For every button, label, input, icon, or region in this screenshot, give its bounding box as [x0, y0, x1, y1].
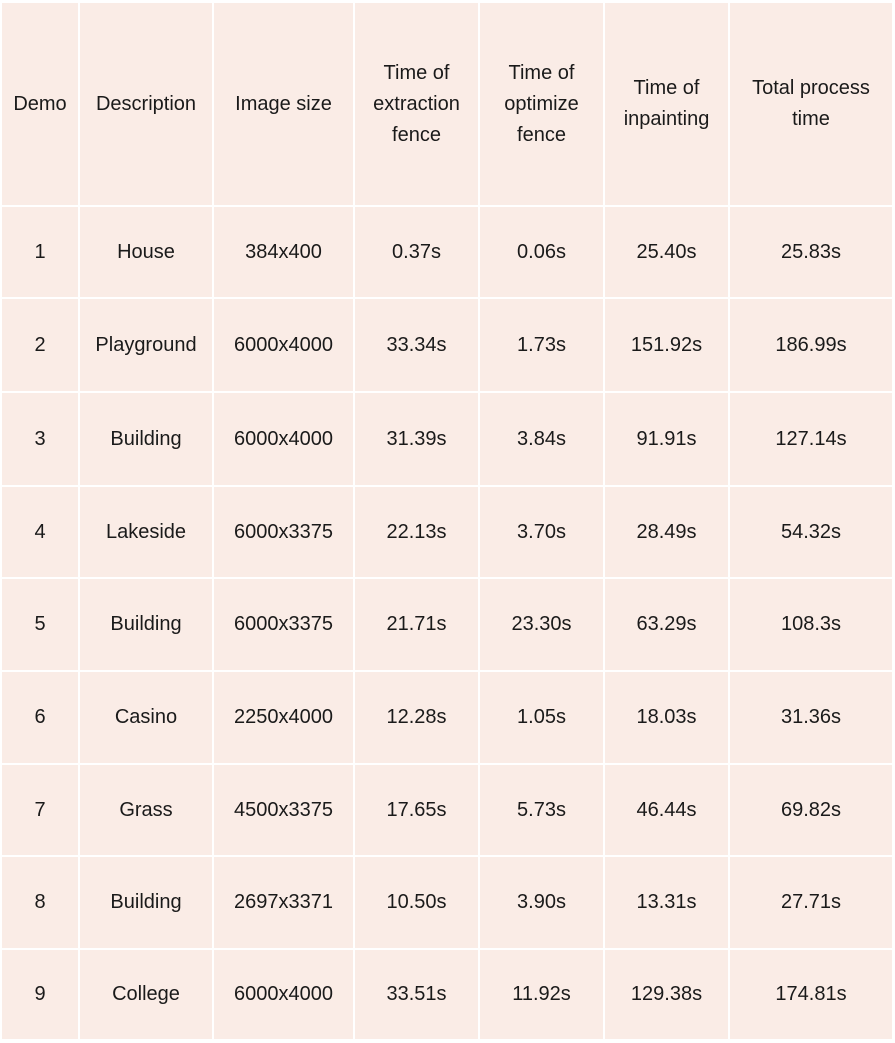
cell-extraction-time: 33.34s	[355, 299, 478, 391]
cell-total-time: 108.3s	[730, 579, 892, 670]
cell-optimize-time: 1.05s	[480, 672, 603, 763]
cell-optimize-time: 5.73s	[480, 765, 603, 855]
cell-image-size: 2697x3371	[214, 857, 353, 948]
cell-description: Lakeside	[80, 487, 212, 577]
cell-inpainting-time: 46.44s	[605, 765, 728, 855]
cell-description: College	[80, 950, 212, 1039]
cell-inpainting-time: 28.49s	[605, 487, 728, 577]
header-inpainting-time: Time of inpainting	[605, 3, 728, 205]
header-description: Description	[80, 3, 212, 205]
header-label: Image size	[235, 92, 332, 115]
cell-total-time: 69.82s	[730, 765, 892, 855]
cell-image-size: 2250x4000	[214, 672, 353, 763]
cell-optimize-time: 11.92s	[480, 950, 603, 1039]
cell-extraction-time: 10.50s	[355, 857, 478, 948]
cell-demo: 3	[2, 393, 78, 485]
cell-total-time: 27.71s	[730, 857, 892, 948]
cell-image-size: 6000x4000	[214, 393, 353, 485]
cell-extraction-time: 21.71s	[355, 579, 478, 670]
cell-description: House	[80, 207, 212, 297]
cell-optimize-time: 0.06s	[480, 207, 603, 297]
cell-optimize-time: 3.90s	[480, 857, 603, 948]
cell-image-size: 6000x3375	[214, 579, 353, 670]
header-extraction-time: Time of extraction fence	[355, 3, 478, 205]
cell-description: Casino	[80, 672, 212, 763]
cell-inpainting-time: 129.38s	[605, 950, 728, 1039]
cell-demo: 5	[2, 579, 78, 670]
cell-demo: 1	[2, 207, 78, 297]
cell-image-size: 384x400	[214, 207, 353, 297]
cell-optimize-time: 1.73s	[480, 299, 603, 391]
cell-extraction-time: 17.65s	[355, 765, 478, 855]
cell-total-time: 25.83s	[730, 207, 892, 297]
header-demo: Demo	[2, 3, 78, 205]
cell-demo: 2	[2, 299, 78, 391]
cell-demo: 4	[2, 487, 78, 577]
cell-extraction-time: 31.39s	[355, 393, 478, 485]
cell-description: Building	[80, 393, 212, 485]
cell-inpainting-time: 63.29s	[605, 579, 728, 670]
cell-optimize-time: 3.70s	[480, 487, 603, 577]
cell-total-time: 174.81s	[730, 950, 892, 1039]
header-label: Time of extraction fence	[373, 61, 460, 146]
cell-inpainting-time: 91.91s	[605, 393, 728, 485]
header-label: Demo	[13, 92, 67, 115]
cell-inpainting-time: 151.92s	[605, 299, 728, 391]
cell-total-time: 54.32s	[730, 487, 892, 577]
cell-inpainting-time: 13.31s	[605, 857, 728, 948]
header-optimize-time: Time of optimize fence	[480, 3, 603, 205]
header-label: Time of optimize fence	[504, 61, 579, 146]
cell-total-time: 31.36s	[730, 672, 892, 763]
cell-image-size: 6000x4000	[214, 950, 353, 1039]
cell-optimize-time: 3.84s	[480, 393, 603, 485]
cell-extraction-time: 0.37s	[355, 207, 478, 297]
cell-demo: 7	[2, 765, 78, 855]
cell-total-time: 127.14s	[730, 393, 892, 485]
header-label: Time of inpainting	[623, 77, 710, 130]
header-total-time: Total process time	[730, 3, 892, 205]
header-label: Description	[95, 92, 197, 115]
cell-extraction-time: 22.13s	[355, 487, 478, 577]
cell-description: Building	[80, 579, 212, 670]
cell-extraction-time: 33.51s	[355, 950, 478, 1039]
cell-total-time: 186.99s	[730, 299, 892, 391]
cell-description: Grass	[80, 765, 212, 855]
header-image-size: Image size	[214, 3, 353, 205]
cell-description: Playground	[80, 299, 212, 391]
cell-inpainting-time: 18.03s	[605, 672, 728, 763]
cell-inpainting-time: 25.40s	[605, 207, 728, 297]
cell-extraction-time: 12.28s	[355, 672, 478, 763]
cell-demo: 9	[2, 950, 78, 1039]
header-label: Total process time	[752, 77, 870, 130]
cell-demo: 6	[2, 672, 78, 763]
cell-image-size: 4500x3375	[214, 765, 353, 855]
cell-optimize-time: 23.30s	[480, 579, 603, 670]
cell-image-size: 6000x3375	[214, 487, 353, 577]
cell-demo: 8	[2, 857, 78, 948]
cell-description: Building	[80, 857, 212, 948]
cell-image-size: 6000x4000	[214, 299, 353, 391]
